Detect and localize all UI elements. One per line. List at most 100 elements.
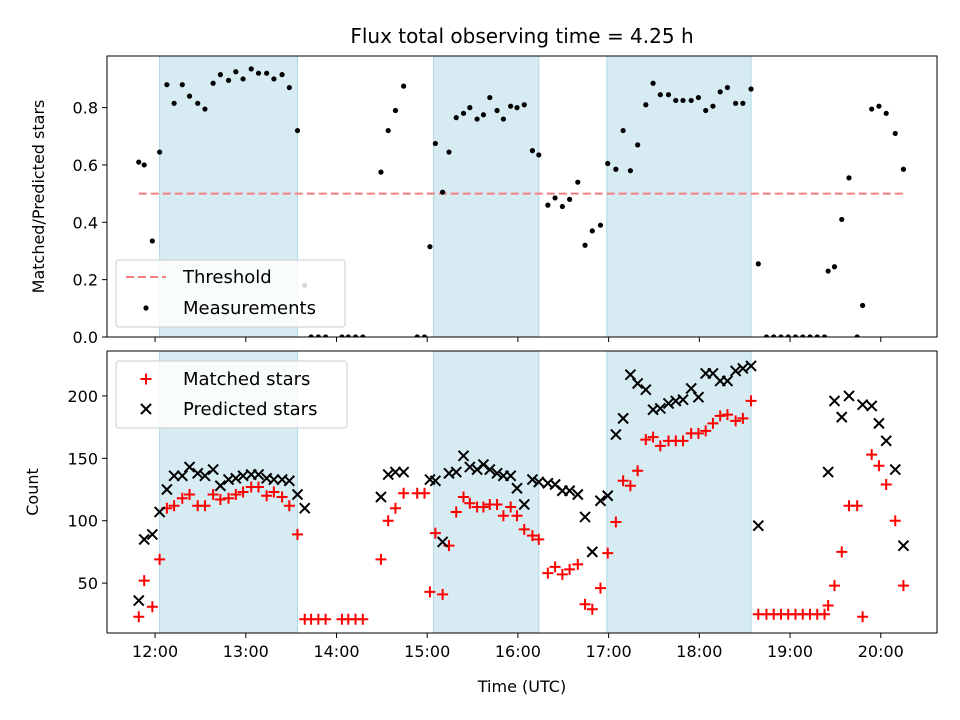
predicted-star-point xyxy=(153,506,166,518)
matched-star-point xyxy=(542,567,554,579)
matched-star-point xyxy=(464,497,476,509)
measurement-point xyxy=(673,97,679,104)
matched-star-point xyxy=(276,491,288,503)
legend-measurement-label: Measurements xyxy=(183,298,316,319)
predicted-star-point xyxy=(176,470,188,482)
legend-predicted-label: Predicted stars xyxy=(183,399,317,420)
measurement-point xyxy=(217,72,223,78)
y-tick-label: 0.8 xyxy=(73,99,98,118)
matched-star-point xyxy=(617,475,629,487)
matched-star-point xyxy=(822,600,834,612)
predicted-star-point xyxy=(752,519,765,532)
measurement-point xyxy=(195,100,201,106)
matched-star-point xyxy=(176,492,188,504)
matched-star-point xyxy=(819,608,831,620)
measurement-point xyxy=(248,66,254,72)
shaded-band xyxy=(606,350,752,634)
measurement-point xyxy=(680,97,686,104)
matched-star-point xyxy=(851,500,863,512)
matched-star-point xyxy=(382,515,394,527)
matched-star-point xyxy=(511,510,523,522)
measurement-point xyxy=(157,149,163,155)
measurement-point xyxy=(883,110,889,116)
predicted-star-point xyxy=(721,375,734,387)
x-tick-label: 14:00 xyxy=(313,642,359,661)
x-tick-label: 13:00 xyxy=(223,642,269,661)
measurement-point xyxy=(427,244,433,250)
predicted-star-point xyxy=(692,391,705,403)
matched-star-point xyxy=(714,410,726,422)
measurement-point xyxy=(401,83,407,89)
predicted-star-point xyxy=(737,362,749,375)
measurement-point xyxy=(352,334,359,337)
top-panel: 0.0 0.2 0.4 0.6 0.8 Matched/Predicted stars Th… xyxy=(29,55,938,347)
measurement-point xyxy=(339,334,345,337)
predicted-star-point xyxy=(464,461,476,473)
matched-star-point xyxy=(889,515,901,527)
measurement-point xyxy=(446,149,452,155)
measurement-point xyxy=(521,102,527,108)
measurement-point xyxy=(264,70,270,76)
predicted-star-point xyxy=(138,533,150,546)
y-axis-label: Matched/Predicted stars xyxy=(29,100,48,294)
matched-star-point xyxy=(654,440,666,452)
predicted-star-point xyxy=(207,463,219,476)
predicted-star-point xyxy=(183,461,196,473)
matched-star-point xyxy=(491,498,503,510)
predicted-star-point xyxy=(436,536,449,548)
predicted-star-point xyxy=(822,466,834,478)
matched-star-point xyxy=(828,580,840,592)
measurement-point xyxy=(748,86,754,92)
matched-star-point xyxy=(457,491,469,503)
predicted-star-point xyxy=(897,539,910,552)
matched-star-point xyxy=(398,487,410,499)
legend-box xyxy=(115,259,346,328)
x-tick-label: 19:00 xyxy=(767,642,813,661)
measurement-point xyxy=(171,100,177,106)
matched-star-point xyxy=(230,488,242,500)
measurement-point xyxy=(500,116,507,122)
y-tick-label: 0.6 xyxy=(73,156,98,175)
predicted-star-point xyxy=(602,490,614,502)
measurement-point xyxy=(778,334,784,337)
predicted-star-point xyxy=(729,365,742,377)
measurement-point xyxy=(385,127,391,134)
predicted-star-point xyxy=(677,393,689,406)
measurement-point xyxy=(487,94,493,101)
matched-star-point xyxy=(632,465,644,477)
measurement-point xyxy=(839,216,845,223)
measurement-point xyxy=(323,334,329,337)
chart-title: Flux total observing time = 4.25 h xyxy=(350,24,693,48)
predicted-star-point xyxy=(843,390,855,402)
predicted-star-point xyxy=(192,467,204,479)
predicted-star-point xyxy=(579,511,591,523)
predicted-star-point xyxy=(214,480,227,492)
legend-measurement-swatch xyxy=(143,305,149,311)
matched-star-point xyxy=(375,553,387,565)
measurement-point xyxy=(807,334,813,337)
measurement-point xyxy=(892,130,898,137)
matched-star-point xyxy=(677,435,689,447)
shaded-band xyxy=(606,55,752,338)
matched-star-point xyxy=(594,582,606,594)
measurement-point xyxy=(136,159,142,165)
predicted-star-point xyxy=(484,463,496,476)
measurement-point xyxy=(740,100,746,106)
predicted-star-point xyxy=(133,594,145,607)
measurement-point xyxy=(785,334,791,337)
matched-star-point xyxy=(624,480,636,492)
bottom-panel: 50 100 150 200 12:00 13:00 14:00 15:00 16:00 17:0… xyxy=(23,350,938,696)
measurement-point xyxy=(271,76,277,82)
measurement-point xyxy=(552,195,558,201)
measurement-point xyxy=(846,175,852,181)
predicted-star-point xyxy=(572,488,584,501)
matched-star-point xyxy=(730,415,742,427)
measurement-point xyxy=(763,334,770,337)
legend-bottom: Matched stars Predicted stars xyxy=(115,360,348,429)
matched-star-point xyxy=(252,481,264,493)
matched-star-point xyxy=(154,553,166,565)
measurement-point xyxy=(141,162,147,168)
y-tick-label: 150 xyxy=(67,449,98,468)
y-tick-label: 0.0 xyxy=(73,328,98,347)
